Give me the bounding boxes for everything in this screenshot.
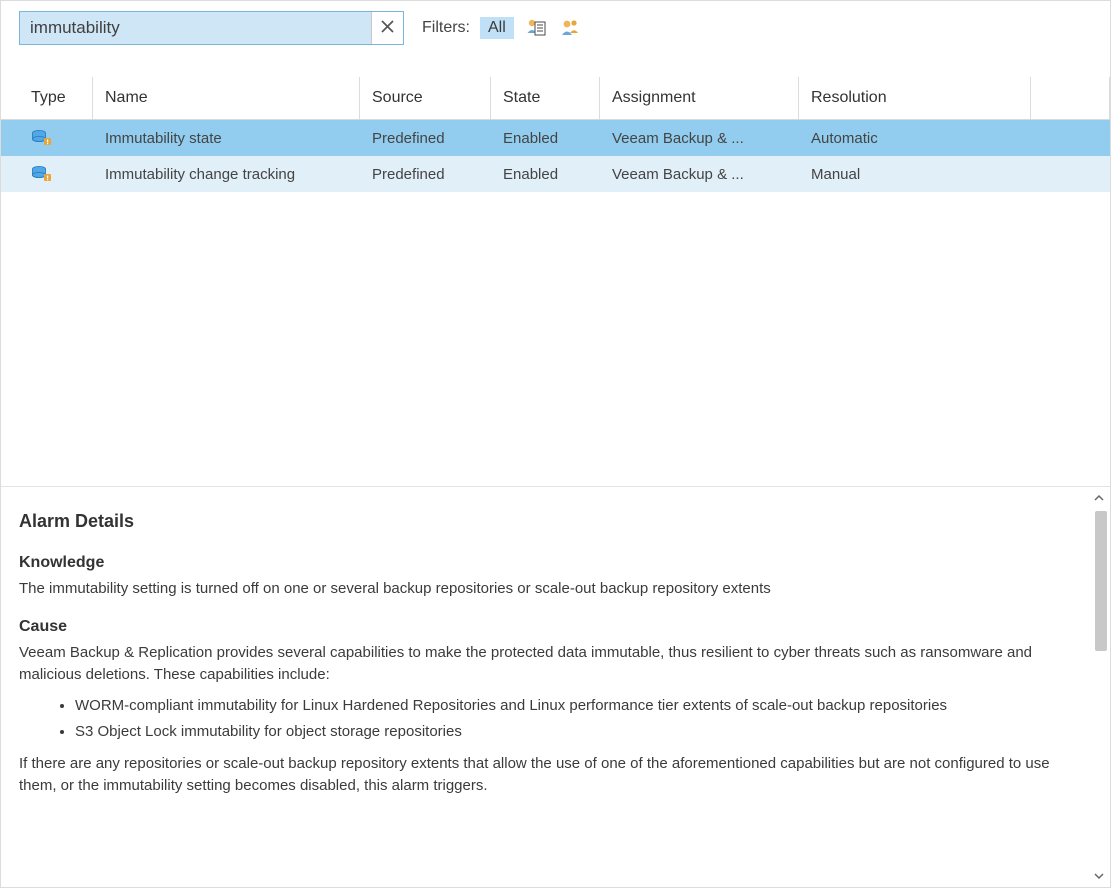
filter-users-icon[interactable] <box>558 16 582 40</box>
grid-body: Immutability state Predefined Enabled Ve… <box>1 119 1110 192</box>
list-item: S3 Object Lock immutability for object s… <box>75 721 1072 743</box>
cause-heading: Cause <box>19 618 1072 636</box>
cell-type <box>1 120 93 156</box>
list-item: WORM-compliant immutability for Linux Ha… <box>75 695 1072 717</box>
cell-assignment: Veeam Backup & ... <box>600 120 799 156</box>
filters-label: Filters: <box>422 19 470 37</box>
cell-source: Predefined <box>360 156 491 192</box>
close-icon <box>380 19 395 38</box>
cause-outro: If there are any repositories or scale-o… <box>19 753 1072 797</box>
toolbar: Filters: All <box>1 1 1110 55</box>
scroll-down-button[interactable] <box>1090 867 1108 885</box>
column-header-name[interactable]: Name <box>93 77 360 119</box>
filter-all[interactable]: All <box>480 17 514 39</box>
column-header-state[interactable]: State <box>491 77 600 119</box>
cell-type <box>1 156 93 192</box>
cell-tail <box>1031 156 1110 192</box>
chevron-up-icon <box>1094 491 1104 505</box>
cell-name: Immutability state <box>93 120 360 156</box>
filter-user-doc-icon[interactable] <box>524 16 548 40</box>
column-header-assignment[interactable]: Assignment <box>600 77 799 119</box>
cell-state: Enabled <box>491 156 600 192</box>
app-root: Filters: All <box>0 0 1111 888</box>
scrollbar-thumb[interactable] <box>1095 511 1107 651</box>
knowledge-heading: Knowledge <box>19 554 1072 572</box>
filters-area: Filters: All <box>422 16 582 40</box>
clear-search-button[interactable] <box>371 12 403 44</box>
search-box <box>19 11 404 45</box>
knowledge-text: The immutability setting is turned off o… <box>19 578 1072 600</box>
cell-resolution: Automatic <box>799 120 1031 156</box>
details-title: Alarm Details <box>19 511 1072 532</box>
alarms-grid: Type Name Source State Assignment Resolu… <box>1 77 1110 192</box>
spacer <box>1 192 1110 486</box>
cell-state: Enabled <box>491 120 600 156</box>
cause-intro: Veeam Backup & Replication provides seve… <box>19 642 1072 686</box>
cell-source: Predefined <box>360 120 491 156</box>
cell-name: Immutability change tracking <box>93 156 360 192</box>
cell-tail <box>1031 120 1110 156</box>
details-content: Alarm Details Knowledge The immutability… <box>1 487 1110 887</box>
column-header-source[interactable]: Source <box>360 77 491 119</box>
scroll-up-button[interactable] <box>1090 489 1108 507</box>
table-row[interactable]: Immutability change tracking Predefined … <box>1 156 1110 192</box>
column-header-type[interactable]: Type <box>1 77 93 119</box>
table-row[interactable]: Immutability state Predefined Enabled Ve… <box>1 120 1110 156</box>
cell-resolution: Manual <box>799 156 1031 192</box>
search-input[interactable] <box>20 12 371 44</box>
column-header-resolution[interactable]: Resolution <box>799 77 1031 119</box>
chevron-down-icon <box>1094 869 1104 883</box>
column-header-tail <box>1031 77 1110 119</box>
grid-header: Type Name Source State Assignment Resolu… <box>1 77 1110 119</box>
details-panel: Alarm Details Knowledge The immutability… <box>1 487 1110 887</box>
repository-alarm-icon <box>31 129 51 147</box>
repository-alarm-icon <box>31 165 51 183</box>
cell-assignment: Veeam Backup & ... <box>600 156 799 192</box>
cause-bullet-list: WORM-compliant immutability for Linux Ha… <box>19 695 1072 743</box>
